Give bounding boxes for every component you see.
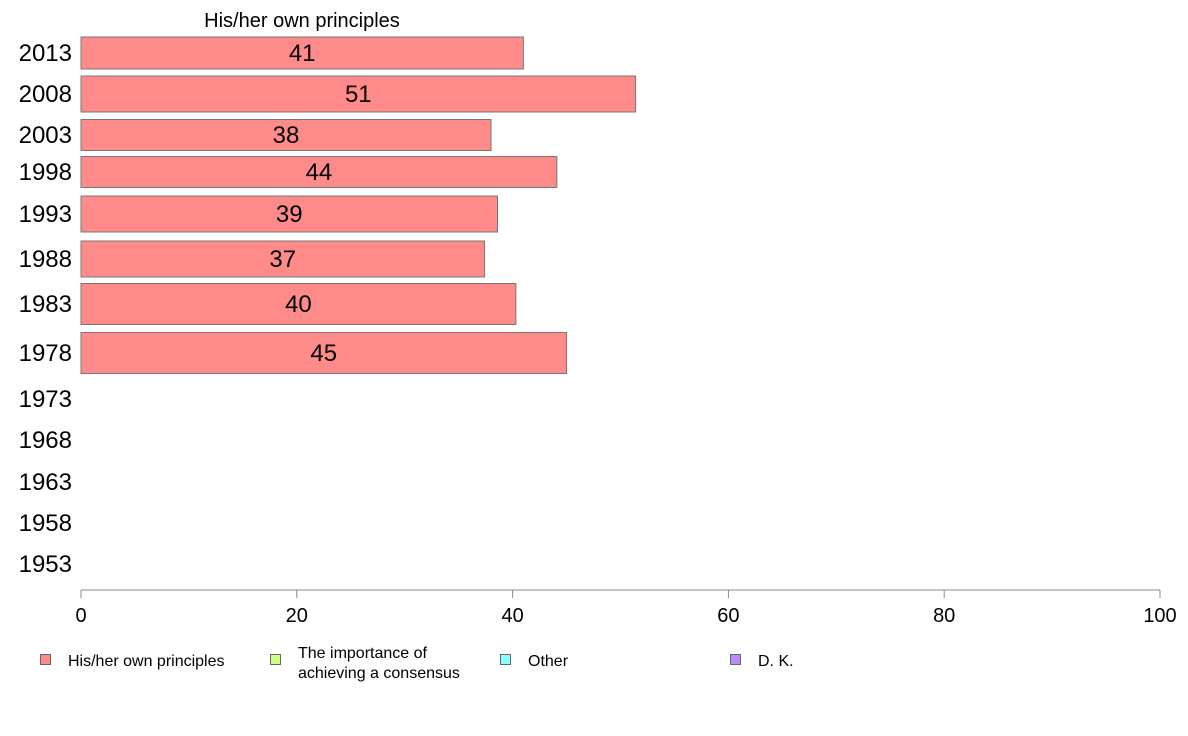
- legend-swatch: [730, 654, 741, 665]
- legend-label: The importance of achieving a consensus: [298, 645, 460, 682]
- y-tick-label: 1983: [19, 291, 72, 318]
- chart-title: His/her own principles: [204, 10, 400, 32]
- bar: [80, 156, 558, 188]
- legend-item-other: Other: [500, 642, 568, 672]
- bar-data-label: 51: [345, 81, 372, 108]
- legend-swatch: [500, 654, 511, 665]
- y-tick-label: 1968: [19, 427, 72, 454]
- bar: [80, 119, 492, 151]
- y-tick-label: 2013: [19, 40, 72, 67]
- legend-label: His/her own principles: [68, 653, 225, 670]
- legend-label: Other: [528, 653, 569, 670]
- bar-data-label: 45: [310, 340, 337, 367]
- x-tick-label: 20: [286, 605, 308, 627]
- bar: [80, 36, 524, 70]
- bar-data-label: 39: [276, 201, 303, 228]
- bar: [80, 332, 568, 374]
- legend-label: D. K.: [758, 653, 794, 670]
- y-tick-label: 1978: [19, 340, 72, 367]
- x-tick-label: 60: [717, 605, 739, 627]
- legend-item-consensus: The importance of achieving a consensus: [270, 642, 460, 684]
- y-tick-label: 2008: [19, 81, 72, 108]
- x-tick-label: 40: [501, 605, 523, 627]
- legend-item-dk: D. K.: [730, 642, 794, 672]
- x-tick-label: 80: [933, 605, 955, 627]
- y-tick-label: 2003: [19, 122, 72, 149]
- bar: [80, 283, 517, 325]
- bar-data-label: 37: [269, 246, 296, 273]
- y-tick-label: 1988: [19, 246, 72, 273]
- bar: [80, 240, 486, 278]
- y-tick-label: 1958: [19, 510, 72, 537]
- legend-swatch: [40, 654, 51, 665]
- x-tick-label: 100: [1143, 605, 1176, 627]
- bar-data-label: 41: [289, 40, 316, 67]
- y-tick-label: 1973: [19, 386, 72, 413]
- bar-data-label: 40: [285, 291, 312, 318]
- bar-data-label: 38: [273, 122, 300, 149]
- y-tick-label: 1953: [19, 551, 72, 578]
- y-tick-label: 1963: [19, 469, 72, 496]
- bar: [80, 195, 498, 233]
- y-tick-label: 1998: [19, 159, 72, 186]
- legend-swatch: [270, 654, 281, 665]
- bar-data-label: 44: [306, 159, 333, 186]
- legend: His/her own principles The importance of…: [0, 642, 1188, 692]
- x-tick-label: 0: [75, 605, 86, 627]
- bar: [80, 75, 637, 113]
- x-axis: 0 20 40 60 80 100: [75, 589, 1177, 627]
- y-tick-labels: 2013 2008 2003 1998 1993 1988 1983 1978 1973 1968…: [19, 40, 72, 578]
- legend-item-own-principles: His/her own principles: [40, 642, 225, 672]
- y-tick-label: 1993: [19, 201, 72, 228]
